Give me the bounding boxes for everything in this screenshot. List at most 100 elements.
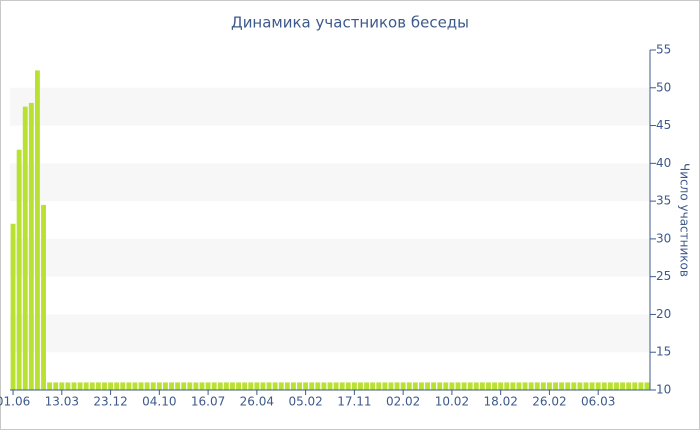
bar <box>431 382 437 390</box>
bar <box>498 382 504 390</box>
bar <box>260 382 266 390</box>
bar <box>83 382 89 390</box>
bar <box>510 382 516 390</box>
bar <box>272 382 278 390</box>
bar <box>89 382 95 390</box>
x-tick-label: 04.10 <box>142 395 176 409</box>
bar <box>351 382 357 390</box>
bar <box>217 382 223 390</box>
bar <box>370 382 376 390</box>
bar <box>321 382 327 390</box>
bar <box>59 382 65 390</box>
grid-band <box>10 238 650 277</box>
bar <box>644 382 650 390</box>
bar <box>479 382 485 390</box>
bar <box>620 382 626 390</box>
x-tick-label: 01.06 <box>0 395 30 409</box>
y-tick-label: 10 <box>656 383 671 397</box>
y-tick-label: 35 <box>656 194 671 208</box>
bar <box>236 382 242 390</box>
bar <box>418 382 424 390</box>
bar <box>47 382 53 390</box>
bar <box>467 382 473 390</box>
y-tick-label: 40 <box>656 156 671 170</box>
bar <box>473 382 479 390</box>
bar <box>199 382 205 390</box>
bar <box>522 382 528 390</box>
x-tick-label: 05.02 <box>288 395 322 409</box>
grid-band <box>10 87 650 126</box>
bar <box>175 382 181 390</box>
bar <box>461 382 467 390</box>
bar <box>126 382 132 390</box>
y-tick-label: 55 <box>656 43 671 57</box>
bar <box>504 382 510 390</box>
bar <box>187 382 193 390</box>
bar <box>108 382 114 390</box>
bar <box>95 382 101 390</box>
x-tick-label: 13.03 <box>45 395 79 409</box>
bar <box>278 382 284 390</box>
bar <box>559 382 565 390</box>
x-tick-label: 17.11 <box>337 395 371 409</box>
bar <box>327 382 333 390</box>
bar <box>540 382 546 390</box>
bar <box>138 382 144 390</box>
bar <box>565 382 571 390</box>
bar <box>607 382 613 390</box>
bar <box>632 382 638 390</box>
y-axis-label: Число участников <box>678 163 692 277</box>
bar <box>230 382 235 390</box>
chart-title: Динамика участников беседы <box>231 14 469 32</box>
bar <box>16 149 22 390</box>
bar <box>437 382 443 390</box>
bar <box>412 382 418 390</box>
x-tick-label: 10.02 <box>435 395 469 409</box>
bar <box>577 382 583 390</box>
bar <box>589 382 595 390</box>
y-tick-label: 20 <box>656 307 671 321</box>
bar <box>248 382 254 390</box>
bar <box>266 382 272 390</box>
bar <box>339 382 345 390</box>
bar <box>242 382 248 390</box>
x-tick-label: 18.02 <box>483 395 517 409</box>
x-tick-label: 02.02 <box>386 395 420 409</box>
bar <box>388 382 394 390</box>
bar <box>394 382 400 390</box>
bar <box>601 382 607 390</box>
bar <box>22 106 28 391</box>
bar <box>425 382 430 390</box>
bar <box>309 382 315 390</box>
bar <box>376 382 382 390</box>
y-tick-label: 15 <box>656 345 671 359</box>
bar <box>400 382 406 390</box>
bar <box>181 382 187 390</box>
bar <box>290 382 296 390</box>
bar <box>358 382 363 390</box>
bar <box>102 382 107 390</box>
bar <box>571 382 577 390</box>
grid-band <box>10 314 650 353</box>
x-tick-label: 23.12 <box>93 395 127 409</box>
x-tick-label: 26.04 <box>240 395 274 409</box>
bar <box>534 382 540 390</box>
y-tick-label: 45 <box>656 118 671 132</box>
bar <box>583 382 589 390</box>
bar <box>297 382 302 390</box>
bar <box>345 382 351 390</box>
bar <box>211 382 217 390</box>
bar <box>638 382 644 390</box>
bar <box>77 382 83 390</box>
bar <box>193 382 199 390</box>
bar <box>455 382 461 390</box>
y-tick-label: 50 <box>656 80 671 94</box>
x-tick-label: 16.07 <box>191 395 225 409</box>
bar <box>492 382 498 390</box>
bar <box>53 382 59 390</box>
bar <box>553 382 558 390</box>
bar <box>303 382 309 390</box>
bar <box>382 382 388 390</box>
